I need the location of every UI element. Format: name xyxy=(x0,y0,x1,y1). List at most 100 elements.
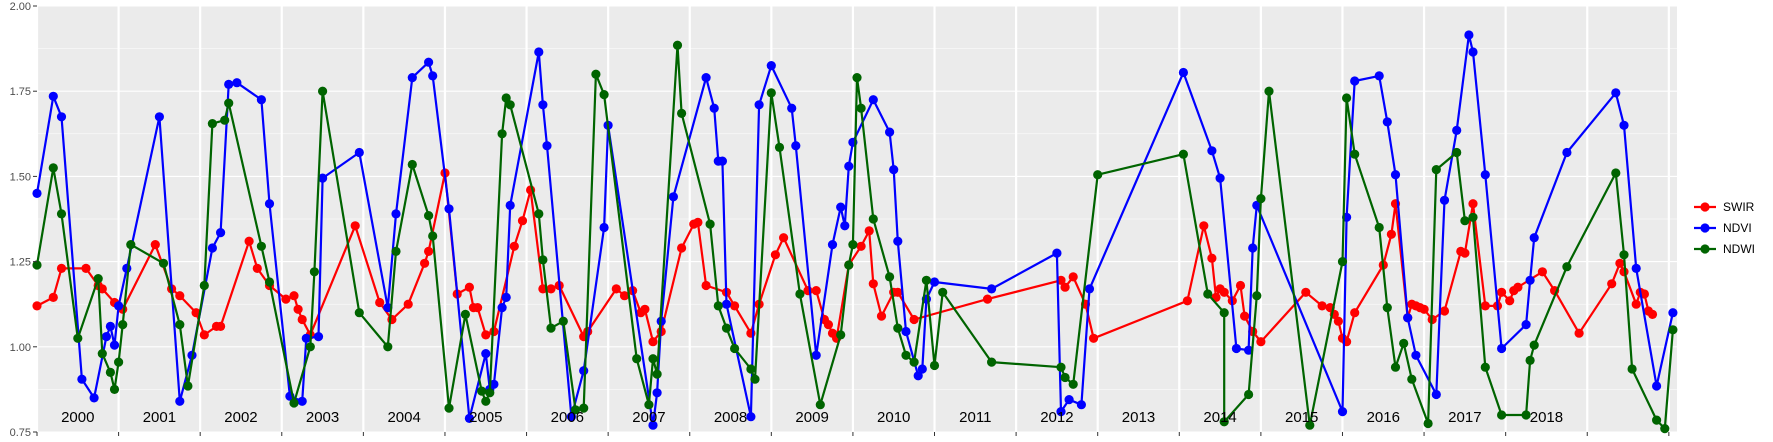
data-point-ndvi xyxy=(1215,173,1225,183)
data-point-ndwi xyxy=(938,287,948,297)
legend-label: SWIR xyxy=(1723,200,1755,214)
data-point-ndwi xyxy=(1660,424,1670,434)
data-point-ndwi xyxy=(1244,389,1254,400)
data-point-swir xyxy=(32,301,42,311)
data-point-ndwi xyxy=(428,231,438,241)
data-point-swir xyxy=(1068,272,1078,282)
data-point-ndwi xyxy=(32,260,42,270)
data-point-ndwi xyxy=(852,73,862,83)
data-point-ndvi xyxy=(444,204,454,214)
year-label: 2002 xyxy=(224,409,257,426)
data-point-ndvi xyxy=(579,366,589,376)
data-point-ndwi xyxy=(713,301,723,311)
data-point-ndvi xyxy=(1619,120,1629,130)
data-point-swir xyxy=(289,291,299,301)
data-point-swir xyxy=(611,284,621,294)
data-point-ndwi xyxy=(1407,374,1417,384)
data-point-swir xyxy=(199,330,209,340)
data-point-swir xyxy=(1207,253,1217,263)
data-point-ndvi xyxy=(893,236,903,246)
year-label: 2001 xyxy=(143,409,176,426)
data-point-ndvi xyxy=(32,188,42,198)
data-point-ndwi xyxy=(305,342,315,352)
data-point-ndwi xyxy=(207,119,217,129)
data-point-swir xyxy=(693,217,703,227)
data-point-swir xyxy=(1060,282,1070,292)
data-point-ndwi xyxy=(318,86,328,96)
year-label: 2004 xyxy=(387,409,420,426)
data-point-ndvi xyxy=(566,412,577,422)
data-point-ndvi xyxy=(207,243,217,253)
data-point-swir xyxy=(1240,311,1250,321)
data-point-ndwi xyxy=(579,403,589,413)
data-point-swir xyxy=(481,330,491,340)
data-point-swir xyxy=(150,240,160,250)
data-point-ndvi xyxy=(599,222,609,233)
data-point-swir xyxy=(387,314,397,325)
data-point-ndwi xyxy=(1060,372,1070,383)
data-point-ndwi xyxy=(856,103,866,113)
legend-key-marker xyxy=(1700,244,1710,254)
data-point-ndvi xyxy=(297,396,307,406)
year-label: 2012 xyxy=(1040,409,1073,426)
data-point-swir xyxy=(1419,304,1429,314)
year-label: 2009 xyxy=(795,409,828,426)
data-point-ndvi xyxy=(175,396,185,406)
data-point-ndvi xyxy=(1076,400,1086,410)
data-point-ndvi xyxy=(787,103,797,113)
data-point-ndvi xyxy=(505,200,515,210)
data-point-ndwi xyxy=(158,258,169,268)
data-point-swir xyxy=(677,243,687,253)
data-point-ndvi xyxy=(464,413,474,423)
data-point-ndvi xyxy=(1464,30,1474,40)
data-point-ndwi xyxy=(175,320,185,330)
data-point-ndwi xyxy=(97,349,107,359)
data-point-ndvi xyxy=(1611,88,1621,98)
series-line-swir xyxy=(36,171,1654,343)
year-label: 2014 xyxy=(1203,409,1236,426)
data-point-ndvi xyxy=(721,299,732,309)
data-point-ndwi xyxy=(987,357,997,367)
data-point-ndwi xyxy=(183,381,193,391)
data-point-swir xyxy=(1235,280,1246,291)
data-point-swir xyxy=(252,263,262,273)
data-point-ndwi xyxy=(354,308,364,318)
data-point-ndvi xyxy=(1178,67,1188,78)
data-point-ndwi xyxy=(264,277,275,287)
data-point-ndvi xyxy=(1521,320,1531,330)
data-point-ndwi xyxy=(309,267,319,277)
data-point-swir xyxy=(1350,308,1360,318)
data-point-swir xyxy=(175,291,185,301)
data-point-ndvi xyxy=(1084,284,1095,294)
year-label: 2017 xyxy=(1448,409,1481,426)
data-point-ndwi xyxy=(481,396,491,406)
data-point-ndwi xyxy=(126,240,136,250)
data-point-swir xyxy=(640,304,650,314)
data-point-swir xyxy=(1460,248,1470,258)
data-point-ndwi xyxy=(109,384,120,394)
year-label: 2008 xyxy=(714,409,747,426)
data-point-ndwi xyxy=(652,369,662,379)
data-point-ndwi xyxy=(460,309,470,319)
data-point-ndwi xyxy=(1342,93,1352,103)
data-point-swir xyxy=(770,250,781,260)
data-point-ndvi xyxy=(1452,125,1462,135)
data-point-swir xyxy=(1513,282,1523,292)
data-point-ndwi xyxy=(1452,147,1462,158)
y-tick-label: 0.75 xyxy=(10,427,31,439)
legend: SWIR NDVI NDWI xyxy=(1694,200,1755,256)
data-point-ndwi xyxy=(1256,194,1266,204)
data-point-ndvi xyxy=(318,173,328,183)
data-point-swir xyxy=(297,314,307,325)
legend-key-marker xyxy=(1700,202,1710,212)
data-point-ndwi xyxy=(868,214,878,224)
data-point-ndvi xyxy=(101,332,111,342)
data-point-ndvi xyxy=(1668,308,1678,318)
data-point-ndvi xyxy=(701,73,711,83)
year-label: 2011 xyxy=(959,409,991,426)
data-point-ndvi xyxy=(1374,71,1384,81)
data-point-ndvi xyxy=(652,388,662,398)
data-point-swir xyxy=(1497,287,1507,297)
data-point-ndvi xyxy=(1652,381,1662,391)
data-point-ndvi xyxy=(407,73,417,83)
